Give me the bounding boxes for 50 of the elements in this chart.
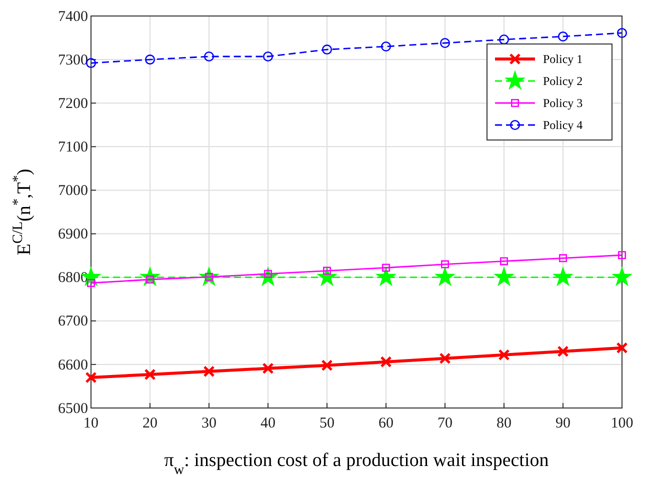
point bbox=[440, 260, 450, 268]
y-tick-label: 7200 bbox=[58, 96, 88, 112]
point bbox=[498, 349, 510, 361]
point bbox=[262, 51, 274, 62]
point bbox=[262, 362, 274, 374]
point bbox=[382, 264, 390, 272]
legend-label: Policy 1 bbox=[543, 52, 583, 66]
x-tick-label: 80 bbox=[496, 416, 512, 432]
point bbox=[440, 38, 450, 48]
y-tick-label: 6500 bbox=[58, 400, 88, 417]
point bbox=[204, 51, 214, 62]
point bbox=[144, 54, 156, 65]
x-tick-label: 50 bbox=[320, 416, 334, 432]
point bbox=[321, 360, 333, 372]
x-tick-label: 40 bbox=[260, 416, 276, 432]
point bbox=[616, 342, 628, 354]
y-tick-label: 7300 bbox=[58, 52, 88, 68]
legend-label: Policy 3 bbox=[543, 96, 583, 110]
point bbox=[500, 257, 508, 266]
point bbox=[558, 31, 568, 42]
y-tick-label: 7100 bbox=[58, 139, 88, 156]
point bbox=[85, 372, 97, 384]
x-tick-label: 10 bbox=[84, 416, 98, 432]
point bbox=[322, 44, 332, 55]
point bbox=[439, 352, 451, 364]
point bbox=[557, 346, 569, 358]
x-tick-label: 60 bbox=[378, 416, 394, 432]
point bbox=[380, 41, 392, 52]
y-tick-label: 7000 bbox=[58, 183, 88, 200]
y-tick-label: 6900 bbox=[58, 226, 88, 243]
y-tick-label: 7400 bbox=[58, 8, 88, 25]
legend-label: Policy 4 bbox=[543, 118, 583, 132]
x-axis-title: π$_{w}$: inspection cost of a production wait inspection bbox=[164, 450, 550, 477]
point bbox=[203, 366, 215, 378]
point bbox=[86, 278, 96, 287]
x-tick-label: 30 bbox=[202, 416, 216, 432]
legend-label: Policy 2 bbox=[543, 74, 583, 88]
point bbox=[498, 34, 510, 45]
x-tick-label: 100 bbox=[610, 416, 634, 432]
point bbox=[144, 368, 156, 380]
point bbox=[380, 356, 392, 368]
x-tick-label: 70 bbox=[438, 416, 452, 432]
point bbox=[558, 254, 568, 262]
point bbox=[616, 28, 628, 38]
y-tick-label: 6700 bbox=[58, 314, 88, 330]
point bbox=[322, 266, 332, 275]
x-tick-label: 90 bbox=[556, 416, 570, 432]
point bbox=[618, 251, 626, 260]
y-tick-label: 6600 bbox=[58, 357, 88, 374]
x-tick-label: 20 bbox=[142, 416, 158, 432]
